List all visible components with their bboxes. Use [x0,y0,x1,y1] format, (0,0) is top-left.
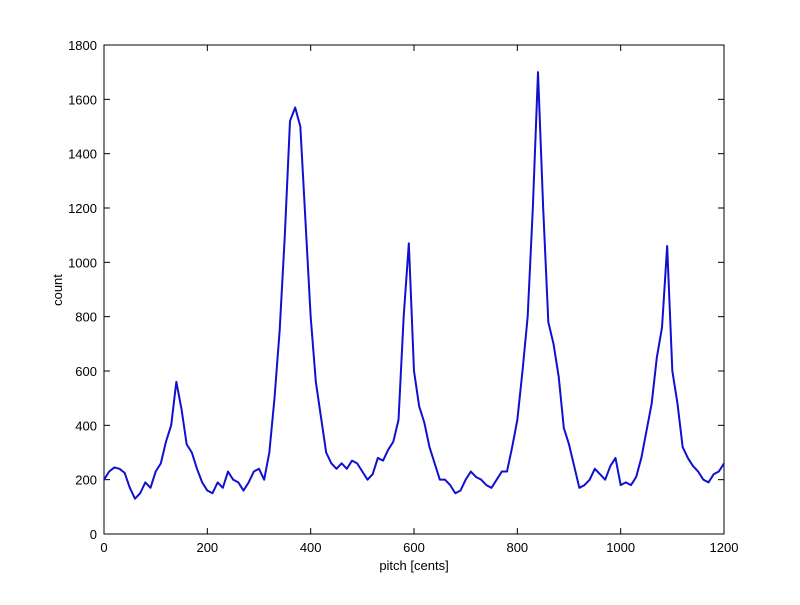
y-tick-label: 1200 [68,201,97,216]
x-tick-label: 800 [506,540,528,555]
x-tick-label: 1000 [606,540,635,555]
y-tick-label: 600 [75,364,97,379]
x-axis-label: pitch [cents] [379,558,448,573]
y-tick-label: 0 [90,527,97,542]
y-tick-label: 200 [75,473,97,488]
x-tick-label: 600 [403,540,425,555]
x-tick-label: 200 [196,540,218,555]
y-tick-label: 1000 [68,255,97,270]
y-tick-label: 400 [75,418,97,433]
data-line [103,71,725,500]
x-tick-label: 1200 [710,540,739,555]
y-tick-label: 1800 [68,38,97,53]
y-tick-label: 1600 [68,92,97,107]
x-tick-label: 400 [300,540,322,555]
y-tick-label: 800 [75,310,97,325]
x-tick-label: 0 [100,540,107,555]
y-axis-label: count [50,274,65,306]
y-tick-label: 1400 [68,147,97,162]
